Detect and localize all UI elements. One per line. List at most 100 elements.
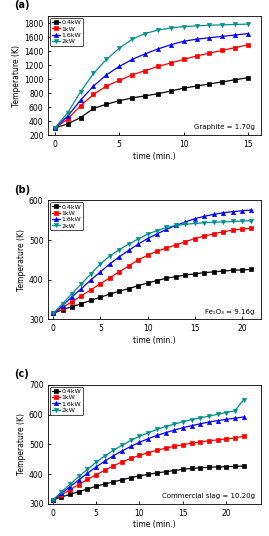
2kW xyxy=(212,219,215,226)
0.4kW xyxy=(250,266,253,273)
1kW xyxy=(127,263,130,269)
1kW xyxy=(60,492,63,498)
1kW xyxy=(208,50,211,56)
1kW xyxy=(240,226,244,232)
2kW xyxy=(203,219,206,226)
1kW xyxy=(233,44,237,51)
1kW xyxy=(174,242,178,248)
0.4kW xyxy=(222,268,225,274)
1.6kW xyxy=(164,429,167,436)
2kW xyxy=(173,421,176,427)
1.6kW xyxy=(184,219,187,225)
0.4kW xyxy=(146,280,149,286)
2kW xyxy=(118,45,121,51)
Text: (c): (c) xyxy=(15,369,29,379)
1kW xyxy=(195,53,198,59)
1.6kW xyxy=(51,497,54,503)
1kW xyxy=(216,437,219,443)
2kW xyxy=(181,419,185,425)
0.4kW xyxy=(182,85,185,91)
1.6kW xyxy=(129,443,132,450)
0.4kW xyxy=(233,77,237,83)
1kW xyxy=(80,293,83,299)
1.6kW xyxy=(52,310,55,317)
0.4kW xyxy=(207,464,211,471)
0.4kW xyxy=(143,93,147,99)
1kW xyxy=(222,228,225,235)
2kW xyxy=(216,411,219,418)
0.4kW xyxy=(129,474,132,481)
2kW xyxy=(184,221,187,227)
0.4kW xyxy=(103,481,107,487)
2kW xyxy=(66,109,69,116)
1kW xyxy=(143,68,147,74)
0.4kW xyxy=(118,98,121,104)
0.4kW xyxy=(190,465,193,472)
0.4kW xyxy=(70,303,74,310)
Legend: 0.4kW, 1kW, 1.6kW, 2kW: 0.4kW, 1kW, 1.6kW, 2kW xyxy=(50,18,83,46)
2kW xyxy=(193,220,196,227)
1.6kW xyxy=(155,432,158,438)
2kW xyxy=(147,429,150,436)
0.4kW xyxy=(231,267,234,273)
1kW xyxy=(203,233,206,240)
X-axis label: time (min.): time (min.) xyxy=(133,520,176,530)
1.6kW xyxy=(143,51,147,57)
0.4kW xyxy=(242,463,245,470)
0.4kW xyxy=(165,275,168,281)
0.4kW xyxy=(79,114,82,121)
1.6kW xyxy=(173,427,176,433)
0.4kW xyxy=(52,310,55,317)
2kW xyxy=(80,280,83,287)
2kW xyxy=(240,218,244,224)
2kW xyxy=(233,21,237,28)
1.6kW xyxy=(146,235,149,242)
1kW xyxy=(89,286,93,293)
1.6kW xyxy=(199,421,202,427)
0.4kW xyxy=(77,488,80,495)
1kW xyxy=(129,455,132,461)
2kW xyxy=(69,481,72,487)
2kW xyxy=(52,310,55,317)
1.6kW xyxy=(89,277,93,283)
1.6kW xyxy=(69,483,72,490)
1.6kW xyxy=(70,294,74,300)
Line: 0.4kW: 0.4kW xyxy=(53,76,250,130)
1kW xyxy=(86,477,89,483)
0.4kW xyxy=(212,269,215,275)
1kW xyxy=(156,63,160,70)
1.6kW xyxy=(221,33,224,40)
Legend: 0.4kW, 1kW, 1.6kW, 2kW: 0.4kW, 1kW, 1.6kW, 2kW xyxy=(50,203,83,230)
0.4kW xyxy=(216,464,219,470)
1kW xyxy=(138,452,141,459)
0.4kW xyxy=(121,477,124,483)
1kW xyxy=(212,230,215,237)
0.4kW xyxy=(69,491,72,497)
1kW xyxy=(221,47,224,54)
Line: 1.6kW: 1.6kW xyxy=(51,415,246,502)
2kW xyxy=(79,88,82,95)
1kW xyxy=(94,472,98,478)
0.4kW xyxy=(240,266,244,273)
1kW xyxy=(112,463,115,469)
1kW xyxy=(121,459,124,465)
0.4kW xyxy=(184,272,187,278)
1.6kW xyxy=(79,97,82,103)
2kW xyxy=(174,222,178,229)
2kW xyxy=(165,224,168,230)
1kW xyxy=(118,77,121,84)
1.6kW xyxy=(181,425,185,431)
Y-axis label: Temperature (K): Temperature (K) xyxy=(17,229,26,291)
0.4kW xyxy=(61,306,64,312)
1.6kW xyxy=(112,452,115,459)
0.4kW xyxy=(80,300,83,307)
1.6kW xyxy=(165,226,168,233)
2kW xyxy=(207,413,211,419)
1.6kW xyxy=(147,435,150,442)
1kW xyxy=(146,252,149,258)
2kW xyxy=(164,423,167,430)
1.6kW xyxy=(195,36,198,42)
0.4kW xyxy=(94,483,98,489)
1.6kW xyxy=(86,470,89,477)
0.4kW xyxy=(147,471,150,478)
